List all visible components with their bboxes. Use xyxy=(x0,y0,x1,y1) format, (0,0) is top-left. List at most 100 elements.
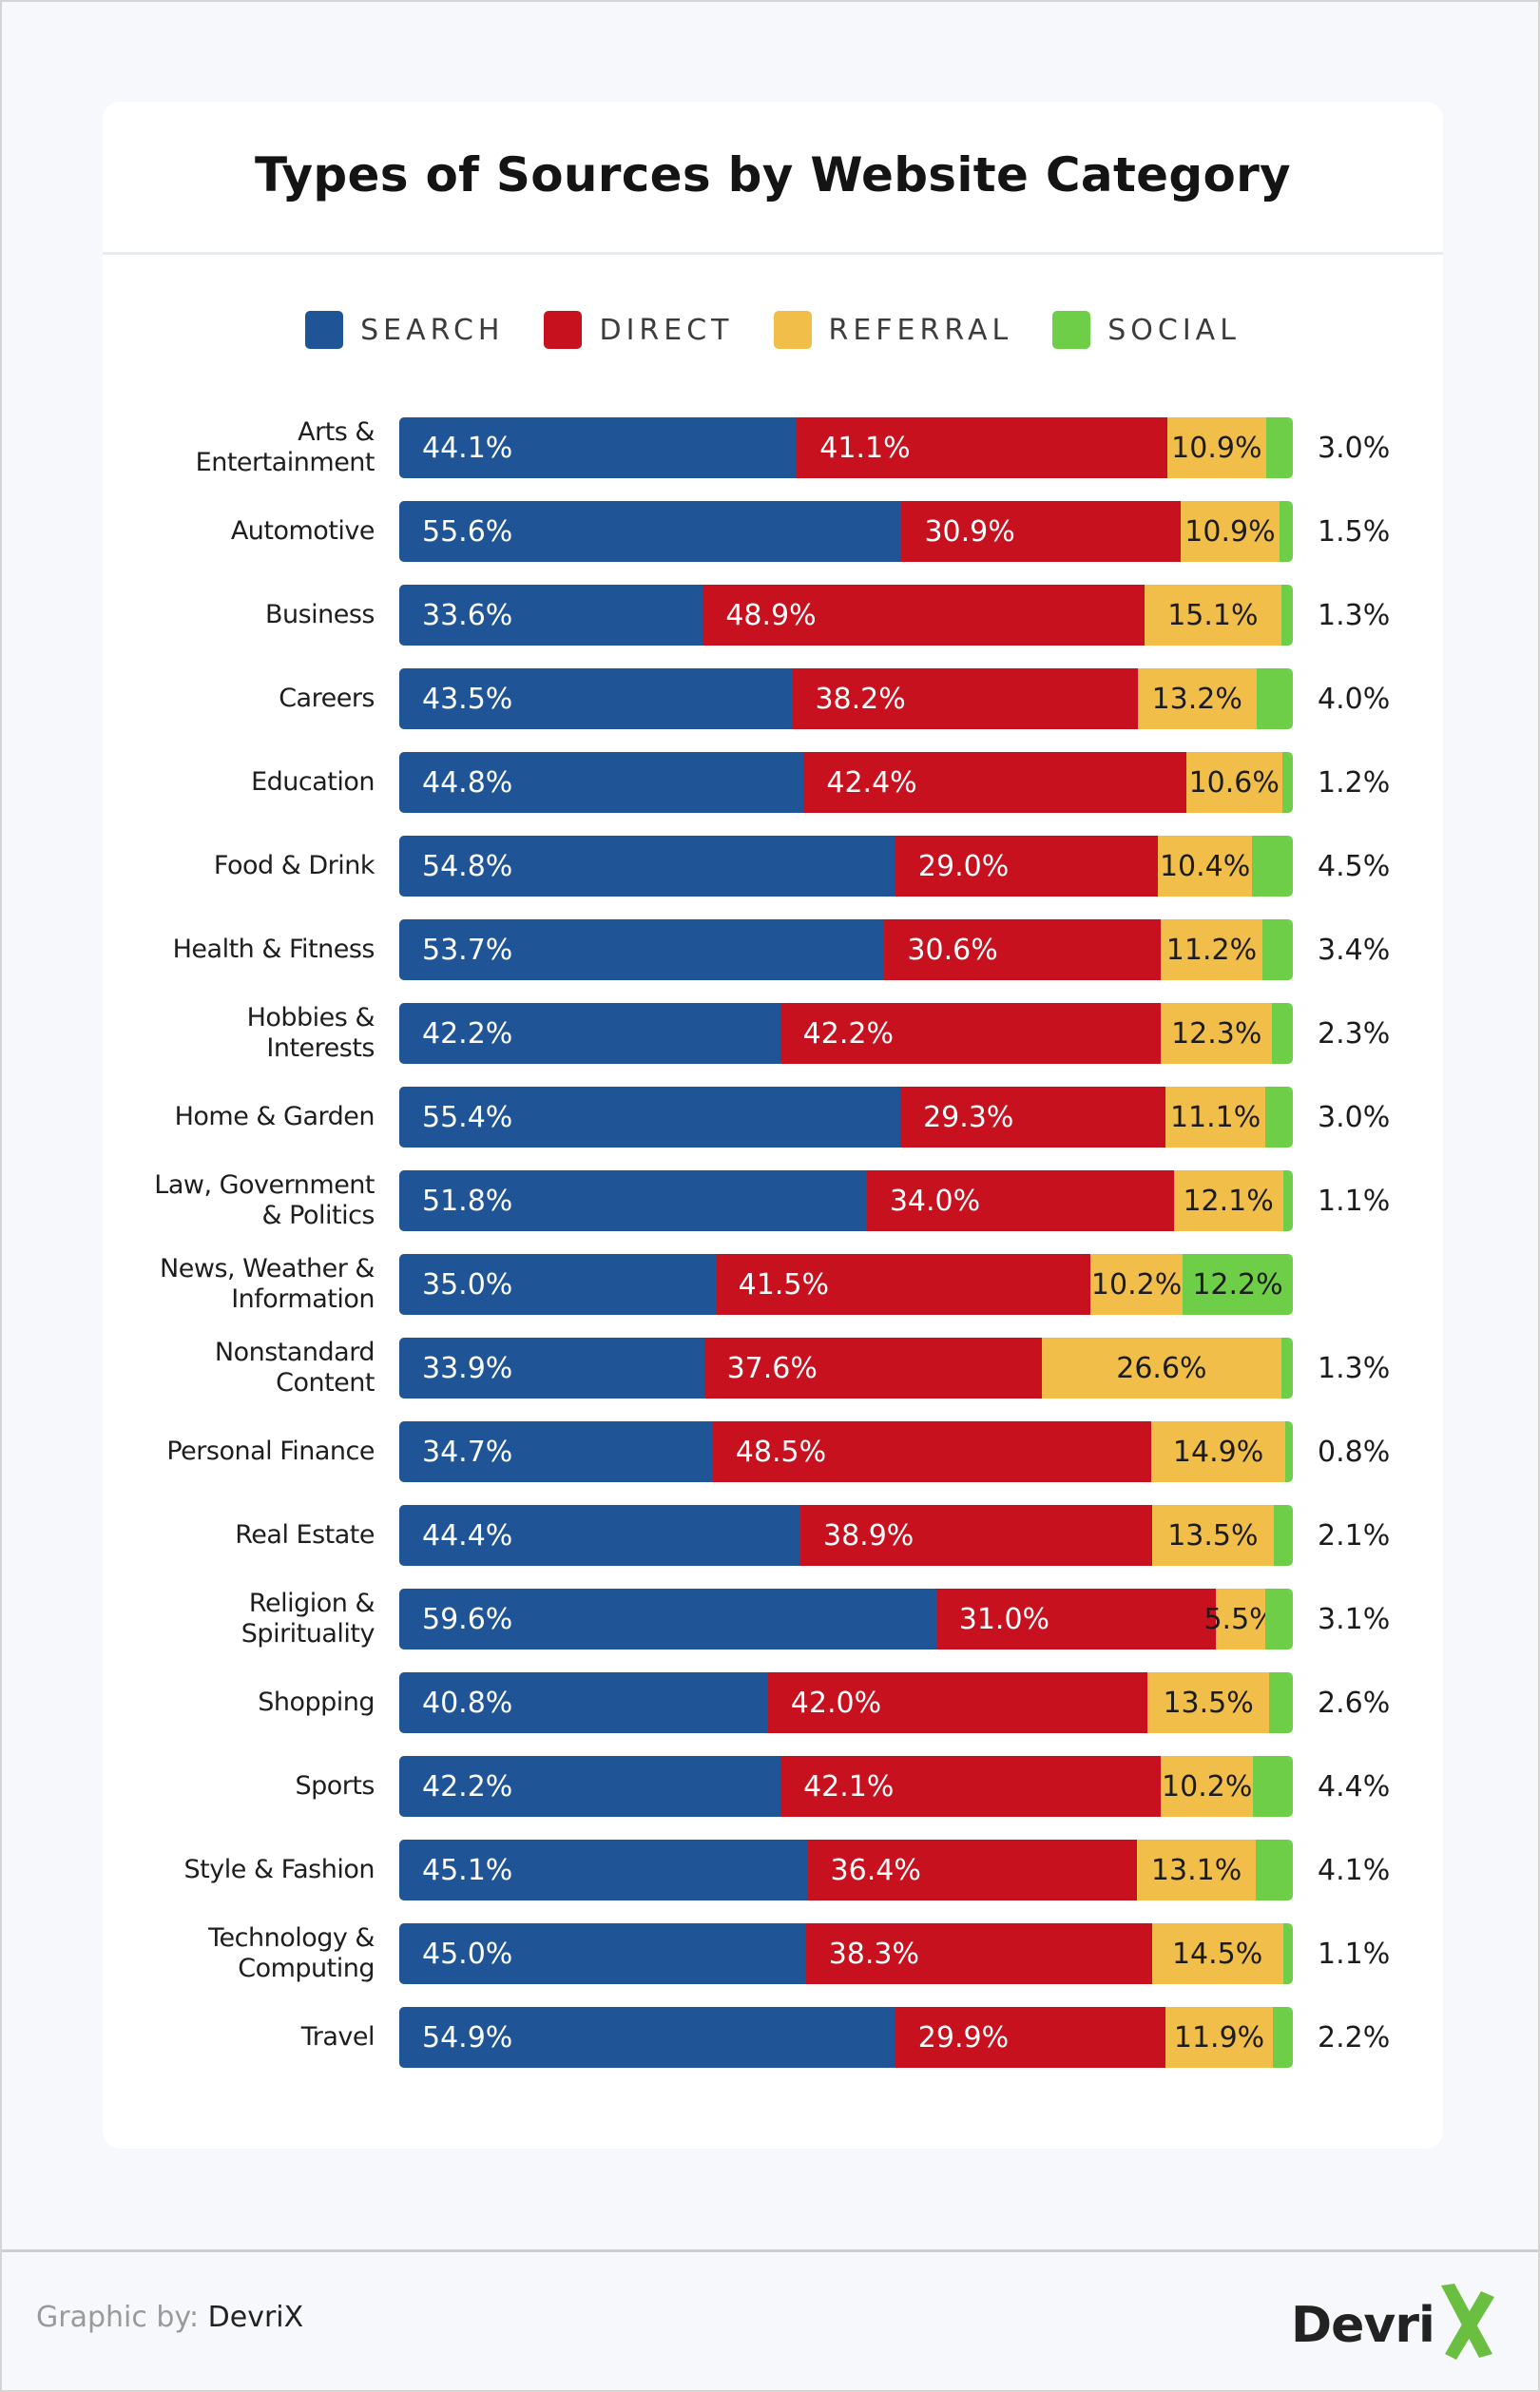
bar-segment-social xyxy=(1285,1421,1293,1482)
footer-credit: Graphic by: DevriX xyxy=(36,2301,303,2334)
category-label: Personal Finance xyxy=(108,1421,375,1482)
bar-segment-search: 44.1% xyxy=(399,417,798,478)
bar-segment-social xyxy=(1281,752,1293,813)
category-label: Style & Fashion xyxy=(108,1840,375,1900)
bar-segment-social xyxy=(1280,1338,1293,1399)
stacked-bar: 43.5% 38.2% 13.2% xyxy=(399,668,1293,729)
category-label: Health & Fitness xyxy=(108,919,375,980)
bar-segment-referral: 14.5% xyxy=(1151,1923,1283,1984)
stacked-bar: 53.7% 30.6% 11.2% xyxy=(399,919,1293,980)
bar-row: Personal Finance 34.7% 48.5% 14.9% 0.8% xyxy=(103,1421,1443,1482)
bar-segment-social xyxy=(1253,1756,1293,1817)
bar-segment-referral: 11.1% xyxy=(1165,1087,1266,1148)
devrix-logo: Devri xyxy=(1291,2284,1494,2360)
data-label-direct: 38.3% xyxy=(828,1937,920,1971)
data-label-referral: 14.5% xyxy=(1171,1937,1263,1971)
data-label-social: 1.1% xyxy=(1318,1937,1391,1971)
category-label-text: Health & Fitness xyxy=(172,935,375,964)
data-label-social: 4.4% xyxy=(1318,1769,1391,1804)
bar-segment-social xyxy=(1282,1170,1293,1231)
bar-row: Business 33.6% 48.9% 15.1% 1.3% xyxy=(103,585,1443,646)
data-label-direct: 30.9% xyxy=(924,514,1015,549)
bar-segment-social xyxy=(1279,501,1293,562)
stacked-bar: 33.9% 37.6% 26.6% xyxy=(399,1338,1293,1399)
data-label-search: 40.8% xyxy=(422,1686,513,1720)
bar-row: Food & Drink 54.8% 29.0% 10.4% 4.5% xyxy=(103,836,1443,897)
bar-row: Travel 54.9% 29.9% 11.9% 2.2% xyxy=(103,2007,1443,2068)
bar-segment-direct: 29.0% xyxy=(895,836,1159,897)
data-label-social: 2.2% xyxy=(1318,2020,1391,2054)
logo-x-icon xyxy=(1441,2284,1494,2360)
data-label-referral: 26.6% xyxy=(1116,1351,1207,1385)
data-label-direct: 42.0% xyxy=(790,1686,882,1720)
category-label-text: Automotive xyxy=(230,516,375,546)
bar-segment-referral: 15.1% xyxy=(1145,585,1281,646)
bar-segment-search: 51.8% xyxy=(399,1170,867,1231)
legend-label-search: SEARCH xyxy=(360,313,505,347)
category-label-text: Sports xyxy=(295,1771,375,1801)
bar-segment-referral: 10.2% xyxy=(1090,1254,1184,1315)
data-label-direct: 30.6% xyxy=(907,933,998,967)
bar-segment-referral: 10.9% xyxy=(1167,417,1266,478)
category-label: Travel xyxy=(108,2007,375,2068)
bar-segment-social xyxy=(1265,417,1293,478)
bar-segment-social: 12.2% xyxy=(1183,1254,1293,1315)
category-label: Automotive xyxy=(108,501,375,562)
data-label-search: 42.2% xyxy=(422,1016,513,1051)
data-label-search: 45.0% xyxy=(422,1937,513,1971)
data-label-search: 59.6% xyxy=(422,1602,513,1636)
data-label-search: 55.4% xyxy=(422,1100,513,1134)
bar-segment-direct: 31.0% xyxy=(935,1589,1216,1649)
chart-title: Types of Sources by Website Category xyxy=(255,147,1291,203)
data-label-social: 2.1% xyxy=(1318,1518,1391,1553)
bar-segment-social xyxy=(1261,919,1293,980)
data-label-search: 53.7% xyxy=(422,933,513,967)
bar-segment-social xyxy=(1273,2007,1293,2068)
data-label-direct: 29.3% xyxy=(923,1100,1014,1134)
data-label-referral: 14.9% xyxy=(1172,1435,1264,1469)
bar-segment-referral: 13.2% xyxy=(1137,668,1257,729)
bar-segment-direct: 42.1% xyxy=(780,1756,1162,1817)
bar-segment-direct: 38.9% xyxy=(800,1505,1152,1566)
category-label-text: Education xyxy=(251,767,375,797)
category-label-text: Shopping xyxy=(258,1688,375,1717)
data-label-direct: 38.2% xyxy=(815,682,906,716)
data-label-referral: 5.5% xyxy=(1203,1602,1277,1636)
bar-segment-referral: 10.6% xyxy=(1185,752,1282,813)
data-label-direct: 29.0% xyxy=(917,849,1010,883)
category-label-text: Technology & Computing xyxy=(208,1923,375,1983)
data-label-social: 12.2% xyxy=(1192,1267,1283,1302)
bar-segment-social xyxy=(1264,1589,1293,1649)
bar-segment-direct: 30.9% xyxy=(901,501,1182,562)
bar-segment-referral: 13.1% xyxy=(1137,1840,1256,1900)
bar-segment-direct: 29.9% xyxy=(895,2007,1165,2068)
category-label-text: Law, Government & Politics xyxy=(154,1170,375,1230)
bar-row: Law, Government & Politics 51.8% 34.0% 12.1%… xyxy=(103,1170,1443,1231)
bar-row: Automotive 55.6% 30.9% 10.9% 1.5% xyxy=(103,501,1443,562)
data-label-search: 33.6% xyxy=(422,598,513,632)
data-label-search: 44.4% xyxy=(422,1518,513,1553)
logo-text: Devri xyxy=(1291,2297,1435,2354)
category-label: Hobbies & Interests xyxy=(108,1003,375,1064)
data-label-direct: 41.1% xyxy=(819,431,911,465)
bar-segment-direct: 48.5% xyxy=(712,1421,1151,1482)
bar-segment-referral: 5.5% xyxy=(1203,1589,1277,1649)
data-label-search: 44.8% xyxy=(422,765,513,800)
bar-segment-direct: 41.5% xyxy=(715,1254,1091,1315)
bar-row: Health & Fitness 53.7% 30.6% 11.2% 3.4% xyxy=(103,919,1443,980)
category-label-text: Nonstandard Content xyxy=(214,1338,375,1398)
stacked-bar: 59.6% 31.0% 5.5% xyxy=(399,1589,1293,1649)
data-label-referral: 15.1% xyxy=(1167,598,1259,632)
category-label: Education xyxy=(108,752,375,813)
stacked-bar: 34.7% 48.5% 14.9% xyxy=(399,1421,1293,1482)
bar-segment-referral: 14.9% xyxy=(1150,1421,1286,1482)
data-label-direct: 38.9% xyxy=(823,1518,914,1553)
bar-segment-search: 59.6% xyxy=(399,1589,936,1649)
bar-segment-direct: 30.6% xyxy=(884,919,1162,980)
bar-segment-social xyxy=(1272,1003,1293,1064)
category-label-text: Religion & Spirituality xyxy=(241,1589,375,1649)
data-label-direct: 37.6% xyxy=(726,1351,818,1385)
credit-name: DevriX xyxy=(207,2301,304,2334)
bar-segment-social xyxy=(1252,836,1293,897)
category-label: Religion & Spirituality xyxy=(108,1589,375,1649)
